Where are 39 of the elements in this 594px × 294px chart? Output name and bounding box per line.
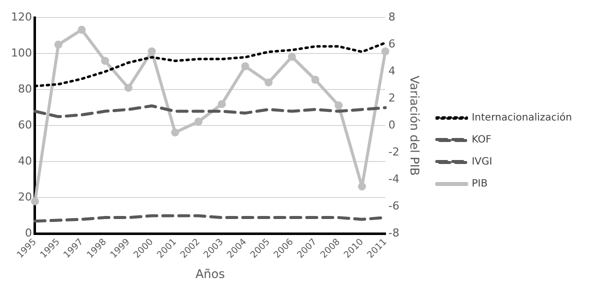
y2-tick-label: -2	[388, 146, 400, 159]
y2-tick-label: -8	[388, 226, 400, 240]
y2-tick-label: 6	[388, 37, 396, 50]
y-tick-label: 20	[18, 190, 32, 204]
y-tick-label: 80	[18, 82, 32, 96]
y-tick-label: 60	[18, 118, 32, 132]
legend-label: KOF	[472, 134, 492, 146]
y2-tick-label: 2	[388, 92, 396, 105]
point	[218, 100, 226, 108]
point	[148, 47, 156, 56]
legend-label: IVGI	[472, 156, 492, 168]
y-tick-label: 40	[18, 154, 32, 168]
y2-tick-label: -4	[388, 172, 400, 186]
point	[241, 62, 250, 70]
point	[288, 52, 296, 61]
point	[101, 56, 110, 65]
y2-tick-label: 0	[388, 118, 396, 132]
y2-axis-title: Variación del PIB	[407, 76, 422, 176]
x-axis-title: Años	[195, 266, 225, 281]
point	[194, 118, 202, 126]
point	[334, 101, 343, 110]
point	[78, 26, 86, 34]
point	[30, 197, 39, 206]
y-tick-label: 0	[24, 226, 32, 240]
y-tick-label: 120	[10, 10, 32, 24]
y-tick-label: 100	[10, 46, 32, 60]
point	[311, 76, 320, 84]
point	[381, 47, 390, 56]
line-series	[33, 104, 387, 118]
point	[124, 84, 132, 92]
point	[264, 78, 273, 86]
point	[358, 182, 366, 190]
point	[54, 40, 62, 49]
legend-label: PIB	[472, 178, 488, 190]
legend-label: Internacionalización	[472, 112, 572, 124]
y2-tick-label: 4	[388, 64, 396, 78]
y2-tick-label: 8	[388, 10, 396, 24]
point	[171, 128, 180, 136]
y2-tick-label: -6	[388, 200, 400, 213]
